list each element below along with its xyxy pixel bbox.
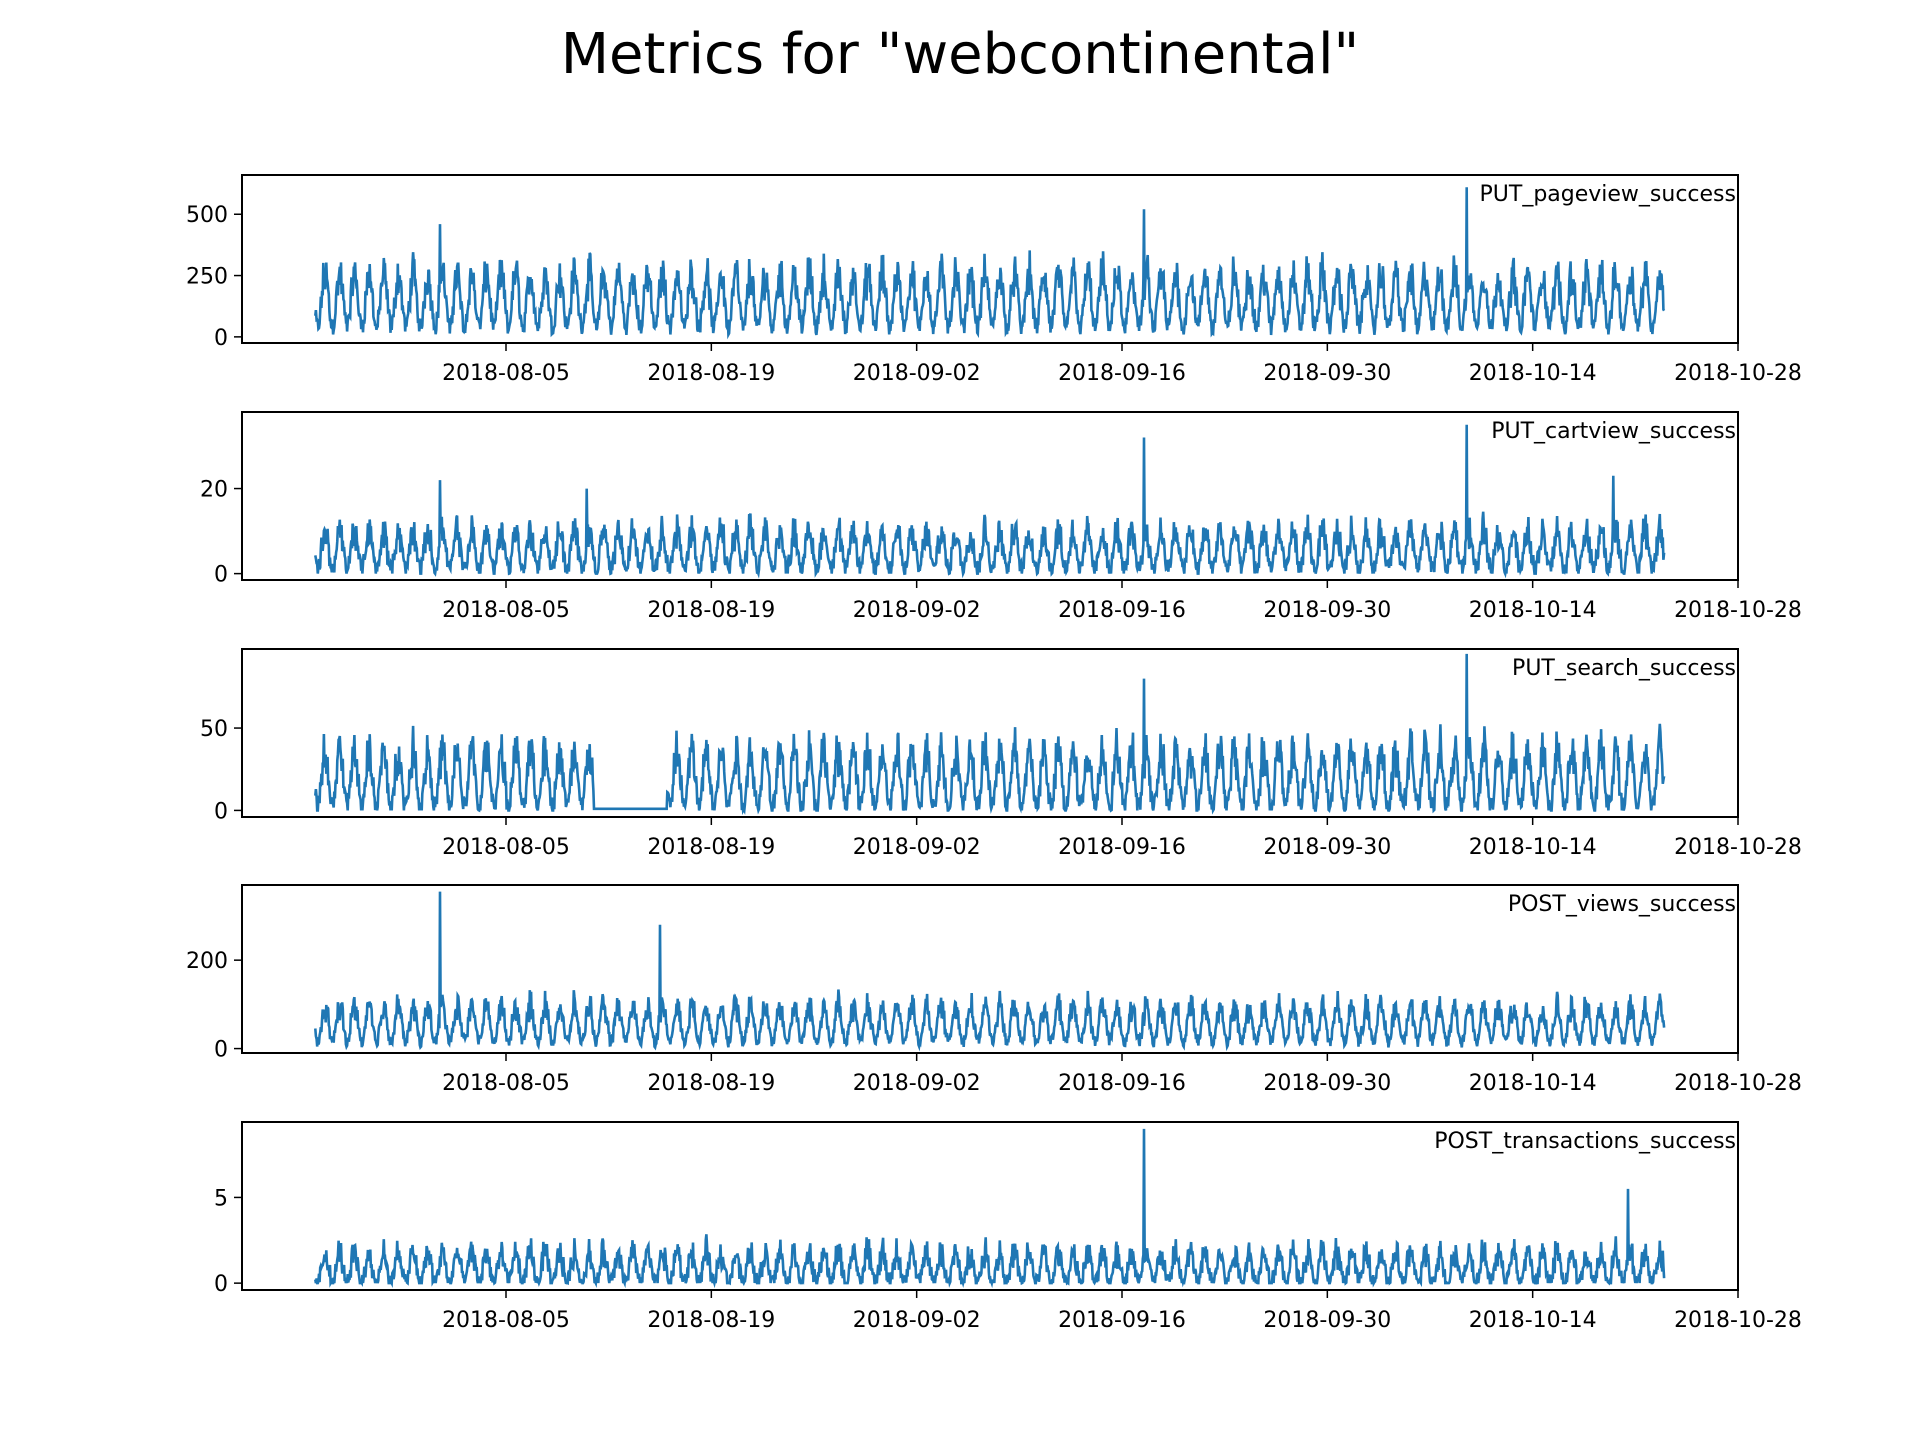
x-tick-label: 2018-08-19 <box>647 835 775 860</box>
subplot-3: 0 50 2018-08-05 2018-08-19 2018-09-02 2018-09… <box>200 648 1802 860</box>
x-tick-label: 2018-08-05 <box>442 361 570 386</box>
x-tick-label: 2018-09-30 <box>1263 598 1391 623</box>
x-tick-label: 2018-08-19 <box>647 1308 775 1333</box>
series-label: PUT_pageview_success <box>1480 182 1736 207</box>
series-line <box>314 891 1666 1052</box>
series-label: POST_transactions_success <box>1434 1129 1736 1154</box>
x-tick-label: 2018-09-02 <box>853 1071 981 1096</box>
y-tick-label: 0 <box>214 1272 228 1297</box>
y-tick-label: 250 <box>186 265 228 290</box>
subplot-4: 0 200 2018-08-05 2018-08-19 2018-09-02 2018-0… <box>186 884 1802 1096</box>
axes-frame <box>241 1121 1739 1291</box>
subplot-5: 0 5 2018-08-05 2018-08-19 2018-09-02 2018-09-… <box>214 1121 1802 1333</box>
x-tick-label: 2018-10-28 <box>1674 1308 1802 1333</box>
x-tick-label: 2018-10-14 <box>1469 1071 1597 1096</box>
y-tick-label: 200 <box>186 949 228 974</box>
x-tick-label: 2018-09-16 <box>1058 835 1186 860</box>
x-tick-label: 2018-09-30 <box>1263 1308 1391 1333</box>
x-tick-label: 2018-09-02 <box>853 1308 981 1333</box>
x-tick-label: 2018-08-05 <box>442 1308 570 1333</box>
y-tick-label: 0 <box>214 326 228 351</box>
x-tick-label: 2018-09-30 <box>1263 835 1391 860</box>
x-tick-label: 2018-08-19 <box>647 598 775 623</box>
series-line <box>314 1128 1666 1289</box>
x-tick-label: 2018-08-19 <box>647 1071 775 1096</box>
axes-frame <box>241 648 1739 818</box>
x-tick-label: 2018-10-14 <box>1469 1308 1597 1333</box>
y-tick-label: 0 <box>214 1038 228 1063</box>
x-tick-label: 2018-08-05 <box>442 598 570 623</box>
x-tick-label: 2018-09-16 <box>1058 598 1186 623</box>
x-tick-label: 2018-10-28 <box>1674 598 1802 623</box>
axes-frame <box>241 174 1739 344</box>
series-line <box>314 187 1666 340</box>
x-tick-label: 2018-09-30 <box>1263 361 1391 386</box>
y-tick-label: 0 <box>214 563 228 588</box>
y-tick-label: 0 <box>214 799 228 824</box>
x-tick-label: 2018-09-02 <box>853 361 981 386</box>
x-tick-label: 2018-10-14 <box>1469 361 1597 386</box>
x-tick-label: 2018-10-28 <box>1674 361 1802 386</box>
x-tick-label: 2018-08-05 <box>442 1071 570 1096</box>
y-tick-label: 50 <box>200 717 228 742</box>
x-tick-label: 2018-09-16 <box>1058 1308 1186 1333</box>
y-tick-label: 20 <box>200 478 228 503</box>
series-label: POST_views_success <box>1508 892 1736 917</box>
x-tick-label: 2018-10-28 <box>1674 1071 1802 1096</box>
subplot-1: 0 250 500 2018-08-05 2018-08-19 2018-09-02 201… <box>186 174 1802 386</box>
x-tick-label: 2018-08-19 <box>647 361 775 386</box>
x-tick-label: 2018-10-14 <box>1469 598 1597 623</box>
x-tick-label: 2018-09-02 <box>853 835 981 860</box>
x-tick-label: 2018-09-16 <box>1058 361 1186 386</box>
x-tick-label: 2018-10-14 <box>1469 835 1597 860</box>
axes-frame <box>241 884 1739 1054</box>
x-tick-label: 2018-09-16 <box>1058 1071 1186 1096</box>
x-tick-label: 2018-09-02 <box>853 598 981 623</box>
axes-frame <box>241 411 1739 581</box>
y-tick-label: 5 <box>214 1186 228 1211</box>
x-tick-label: 2018-08-05 <box>442 835 570 860</box>
x-tick-label: 2018-09-30 <box>1263 1071 1391 1096</box>
series-label: PUT_search_success <box>1512 656 1736 681</box>
figure-title: Metrics for "webcontinental" <box>560 22 1360 87</box>
subplot-2: 0 20 2018-08-05 2018-08-19 2018-09-02 2018-09… <box>200 411 1802 623</box>
series-label: PUT_cartview_success <box>1491 419 1736 444</box>
x-tick-label: 2018-10-28 <box>1674 835 1802 860</box>
y-tick-label: 500 <box>186 203 228 228</box>
series-line <box>314 653 1666 816</box>
series-line <box>314 424 1666 579</box>
